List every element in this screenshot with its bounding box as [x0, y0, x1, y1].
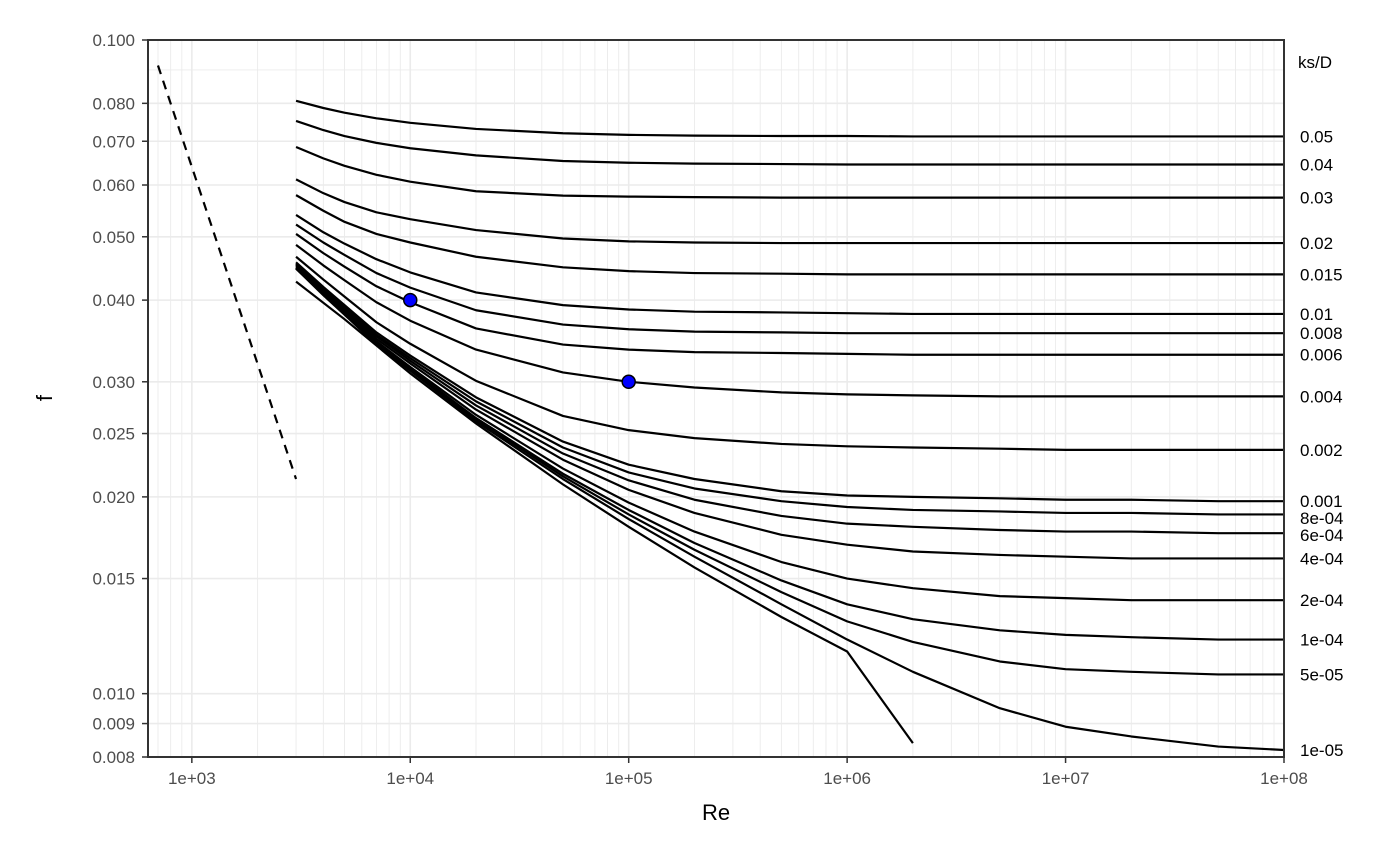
curve-label: 0.008	[1300, 324, 1343, 343]
curve-label: 8e-04	[1300, 509, 1343, 528]
curve-6e-04	[295, 263, 1284, 535]
curve-label: 0.006	[1300, 346, 1343, 365]
laminar-line	[156, 65, 298, 480]
curve-0.001	[295, 261, 1284, 503]
curve-label: 0.001	[1300, 492, 1343, 511]
curve-0.008	[295, 223, 1284, 335]
data-point-2	[621, 374, 636, 390]
smooth-pipe-curve	[295, 280, 914, 744]
curve-0.006	[295, 233, 1284, 356]
plot-panel-border	[147, 39, 1285, 758]
x-axis: 1e+03 1e+04 1e+05 1e+06 1e+07 1e+08	[168, 757, 1308, 788]
curve-0.05	[295, 99, 1284, 138]
y-axis-title: f	[32, 394, 57, 401]
y-tick-label: 0.070	[92, 132, 135, 151]
y-tick-label: 0.040	[92, 291, 135, 310]
curve-label: 1e-04	[1300, 631, 1343, 650]
curve-labels: 0.05 0.04 0.03 0.02 0.015 0.010.008 0.006 0.004…	[1300, 127, 1343, 760]
y-tick-label: 0.030	[92, 373, 135, 392]
curve-label-title: ks/D	[1298, 53, 1332, 72]
curve-label: 0.015	[1300, 265, 1343, 284]
curve-label: 4e-04	[1300, 550, 1343, 569]
y-tick-label: 0.009	[92, 715, 135, 734]
curve-1e-05	[295, 267, 1285, 752]
x-tick-label: 1e+06	[823, 769, 871, 788]
curve-label: 0.03	[1300, 189, 1333, 208]
grid	[148, 39, 1285, 758]
curve-label: 0.05	[1300, 127, 1333, 146]
x-tick-label: 1e+04	[386, 769, 434, 788]
curve-0.002	[295, 255, 1284, 451]
y-tick-label: 0.015	[92, 570, 135, 589]
curves-layer	[295, 99, 1285, 752]
curve-label: 0.04	[1300, 156, 1333, 175]
data-point-1	[403, 292, 418, 308]
curve-4e-04	[295, 265, 1284, 560]
curve-label: 1e-05	[1300, 741, 1343, 760]
y-tick-label: 0.050	[92, 228, 135, 247]
x-axis-title: Re	[702, 800, 730, 825]
y-tick-label: 0.060	[92, 176, 135, 195]
y-tick-label: 0.008	[92, 748, 135, 767]
curve-label: 0.004	[1300, 387, 1343, 406]
x-tick-label: 1e+03	[168, 769, 216, 788]
curve-5e-05	[295, 267, 1284, 676]
curve-label: 6e-04	[1300, 526, 1343, 545]
curve-label: 5e-05	[1300, 665, 1343, 684]
curve-0.04	[295, 119, 1284, 166]
curve-label: 0.02	[1300, 234, 1333, 253]
laminar-line-layer	[156, 65, 298, 480]
x-tick-label: 1e+05	[605, 769, 653, 788]
y-tick-label: 0.010	[92, 685, 135, 704]
y-tick-label: 0.025	[92, 425, 135, 444]
curve-0.03	[295, 145, 1284, 199]
y-tick-label: 0.080	[92, 94, 135, 113]
curve-8e-04	[295, 262, 1284, 516]
curve-label: 0.002	[1300, 441, 1343, 460]
curve-label: 0.01	[1300, 305, 1333, 324]
curve-label: 2e-04	[1300, 591, 1343, 610]
curve-0.02	[295, 178, 1284, 245]
curve-0.004	[295, 243, 1284, 398]
x-tick-label: 1e+08	[1260, 769, 1308, 788]
x-tick-label: 1e+07	[1042, 769, 1090, 788]
curve-0.01	[295, 213, 1284, 316]
points-layer	[403, 292, 636, 390]
curve-0.015	[295, 194, 1284, 276]
curve-1e-04	[295, 267, 1284, 641]
y-tick-label: 0.020	[92, 488, 135, 507]
y-tick-label: 0.100	[92, 31, 135, 50]
y-axis: 0.008 0.009 0.010 0.015 0.020 0.025 0.030 0.040…	[92, 31, 148, 767]
